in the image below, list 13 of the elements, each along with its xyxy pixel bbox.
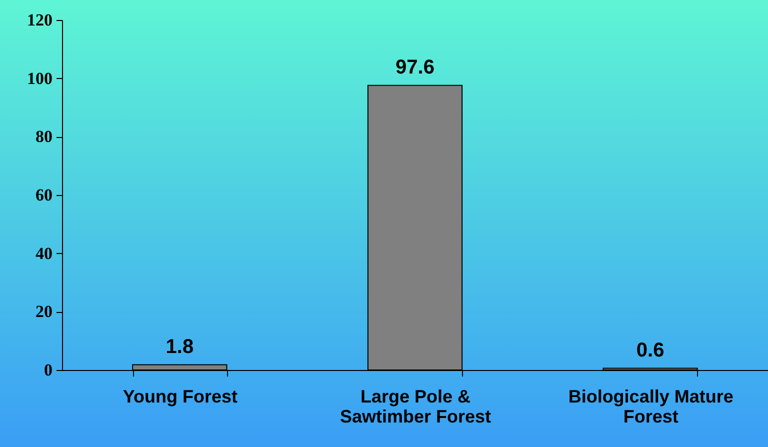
y-tick-label: 100 [27, 68, 52, 88]
y-tick-label: 80 [36, 127, 52, 146]
y-tick-label: 40 [36, 244, 52, 263]
y-tick-label: 20 [36, 302, 52, 322]
x-tick-label: Young Forest [122, 386, 238, 406]
y-tick-label: 60 [36, 186, 52, 204]
y-tick-label: 120 [27, 10, 52, 30]
x-tick-label: Biologically Mature Forest [568, 386, 734, 426]
data-label: 0.6 [636, 339, 664, 362]
data-label: 97.6 [396, 56, 434, 78]
data-label: 1.8 [166, 336, 194, 358]
x-tick-label: Large Pole & Sawtimber Forest [340, 386, 492, 426]
y-tick-label: 0 [44, 360, 52, 380]
